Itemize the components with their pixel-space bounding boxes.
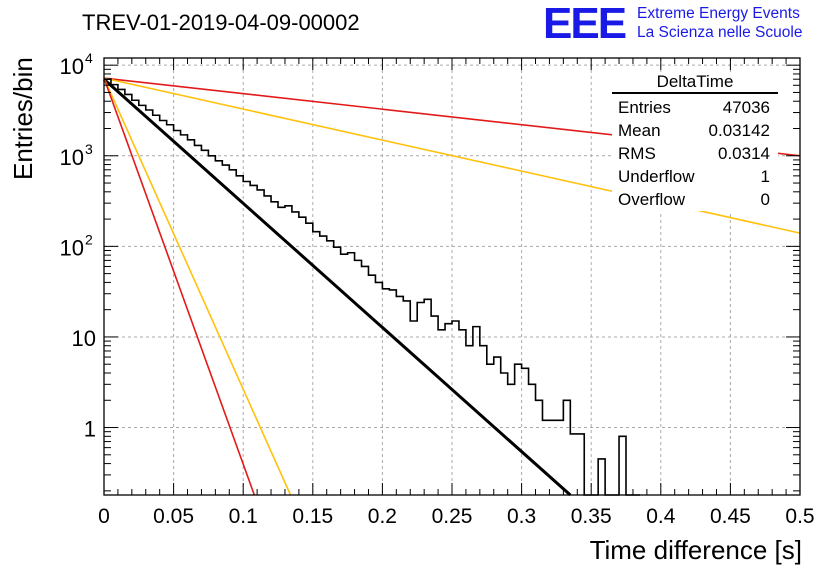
x-tick-label: 0.5 (785, 505, 814, 528)
stats-value: 0 (760, 190, 770, 209)
y-tick-exponent: 3 (85, 141, 93, 157)
x-tick-label: 0.35 (571, 505, 612, 528)
x-tick-label: 0.45 (710, 505, 751, 528)
stats-label: Entries (618, 98, 671, 117)
stats-label: Overflow (618, 190, 686, 209)
y-tick-exponent: 4 (85, 50, 93, 66)
logo-caption: Extreme Energy Events La Scienza nelle S… (637, 4, 802, 42)
logo-caption-line-2: La Scienza nelle Scuole (637, 24, 803, 41)
y-tick-label: 10 (60, 145, 84, 170)
stats-row-mean: Mean 0.03142 (612, 119, 778, 142)
stats-label: Mean (618, 121, 661, 140)
eee-logo: EEE (543, 0, 627, 48)
fit-line (103, 78, 572, 497)
stats-value: 0.0314 (718, 144, 770, 163)
fit-line (103, 77, 256, 496)
x-tick-label: 0.2 (368, 505, 397, 528)
stats-title: DeltaTime (612, 72, 778, 94)
histogram-step-line (104, 78, 640, 496)
logo-caption-line-1: Extreme Energy Events (637, 5, 800, 22)
axis-ticks (103, 58, 801, 495)
histogram-series (104, 78, 640, 496)
y-tick-label: 10 (60, 54, 84, 79)
chart-title: TREV-01-2019-04-09-00002 (82, 10, 360, 35)
y-axis-label: Entries/bin (8, 57, 38, 180)
stats-label: Underflow (618, 167, 695, 186)
x-tick-label: 0.25 (432, 505, 473, 528)
stats-value: 1 (760, 167, 770, 186)
y-tick-label: 10 (72, 326, 96, 351)
stats-row-overflow: Overflow 0 (612, 188, 778, 211)
x-tick-label: 0.15 (292, 505, 333, 528)
x-tick-label: 0.05 (153, 505, 194, 528)
stats-row-underflow: Underflow 1 (612, 165, 778, 188)
stats-row-entries: Entries 47036 (612, 96, 778, 119)
y-tick-label: 1 (84, 417, 96, 442)
x-tick-label: 0 (98, 505, 110, 528)
stats-box: DeltaTime Entries 47036 Mean 0.03142 RMS 0.… (612, 72, 778, 211)
y-tick-exponent: 2 (85, 231, 93, 247)
fit-line (103, 77, 292, 496)
y-tick-label: 10 (60, 235, 84, 260)
stats-row-rms: RMS 0.0314 (612, 142, 778, 165)
stats-value: 0.03142 (708, 121, 770, 140)
stats-label: RMS (618, 144, 656, 163)
x-tick-label: 0.1 (229, 505, 258, 528)
x-tick-label: 0.4 (646, 505, 676, 528)
x-axis-label: Time difference [s] (589, 535, 802, 565)
x-tick-label: 0.3 (507, 505, 536, 528)
stats-value: 47036 (722, 98, 770, 117)
x-tick-labels: 0 0.05 0.1 0.15 0.2 0.25 0.3 0.35 0.4 0.45 0.5 (98, 505, 814, 528)
